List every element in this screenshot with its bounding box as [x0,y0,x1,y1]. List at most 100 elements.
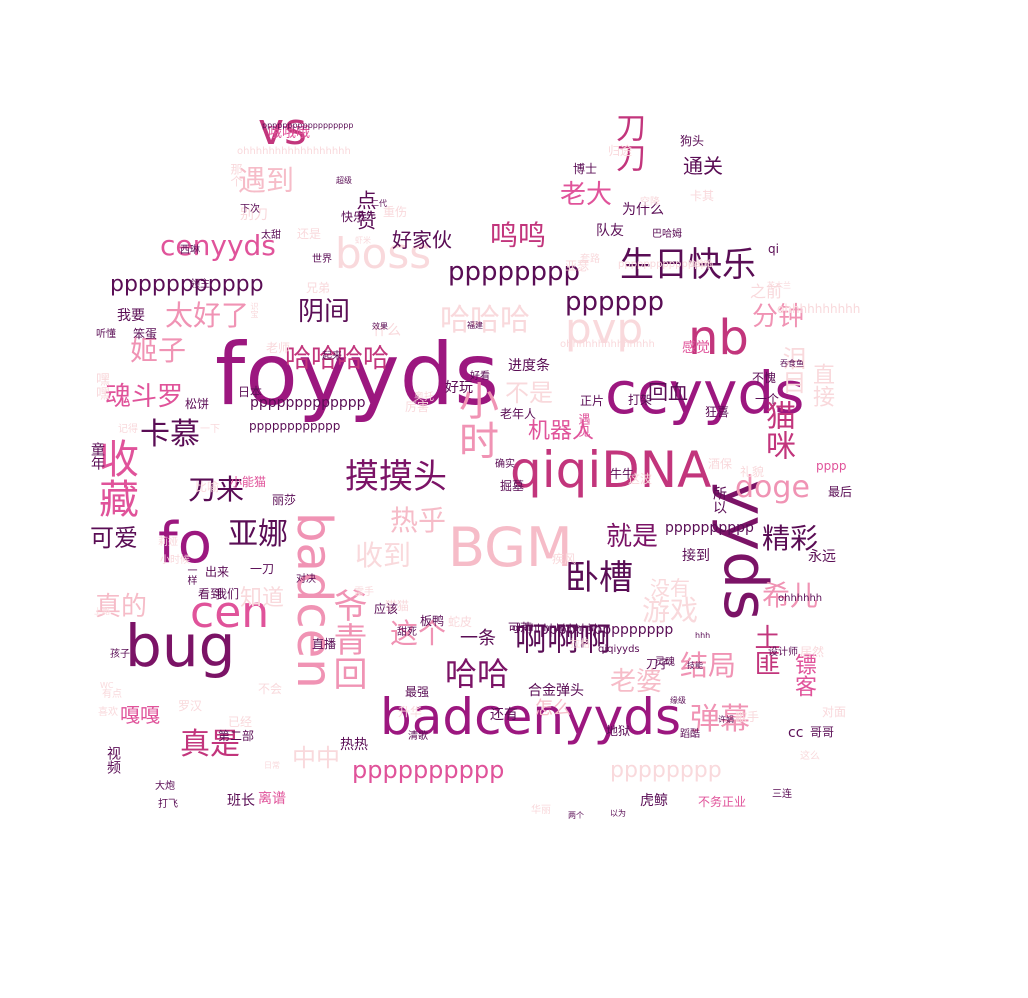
word-155: ppppppppppppppp [540,622,674,638]
word-17: 啊啊啊 [515,620,612,658]
word-190: 哈哈哈 [688,259,712,268]
word-116: 丽莎 [272,493,297,507]
word-66: 点赞 [353,190,377,230]
word-161: 还是 [297,227,322,241]
word-215: 上路 [94,607,110,616]
word-166: 对决 [296,574,316,585]
word-23: 猫咪 [760,400,795,460]
word-31: 卡慕 [140,417,200,452]
word-44: 真的 [95,592,148,622]
word-135: 设计师 [768,647,798,658]
word-86: 视频 [105,746,121,774]
word-154: pppppppppppp [249,419,341,433]
word-117: 我们 [215,587,240,601]
word-6: boss [335,229,432,278]
word-169: 拉格 [570,639,590,650]
word-18: 哈哈哈哈 [285,344,390,374]
word-142: 歌手 [735,710,760,724]
word-60: 好家伙 [392,228,452,252]
word-10: fo [158,511,212,576]
word-67: 小时 [452,380,498,460]
word-22: 收藏 [92,438,138,518]
word-197: 虾米 [355,236,371,245]
word-174: 确实 [495,459,515,470]
word-35: 结局 [680,649,737,682]
word-113: 打架 [628,393,653,407]
word-96: 虎鲸 [640,793,668,809]
word-91: 遇见 [577,413,591,437]
word-184: 一样 [185,565,196,585]
word-205: 华丽 [531,805,551,816]
word-121: 最强 [405,685,430,699]
word-147: 重伤 [383,205,408,219]
word-163: 一下 [200,424,220,435]
word-186: 罗汉 [178,699,203,713]
word-94: 蛇皮 [448,615,473,629]
word-109: 疾风 [552,552,577,566]
word-104: 队友 [596,223,624,239]
word-20: 哈哈 [445,655,510,693]
word-83: 永远 [808,549,836,565]
word-178: 比喻 [195,480,220,494]
word-183: 清歌 [408,731,428,742]
word-168: 甜死 [397,627,417,638]
word-134: 不愧 [752,371,777,385]
word-45: 遇到 [238,164,295,197]
word-9: pvp [565,304,644,353]
word-54: 泪目 [778,346,806,394]
word-201: 领主 [190,279,210,290]
word-188: 巴哈姆 [652,229,682,240]
word-3: bug [125,612,236,680]
word-5: qiqiDNA [510,441,712,499]
word-32: 精彩 [762,522,819,555]
word-118: 出来 [205,565,230,579]
word-112: 感觉 [682,340,710,356]
word-77: cc [788,725,804,741]
word-146: 别刀 [240,207,268,223]
word-158: 亚瑟 [565,259,590,273]
word-55: 直接 [809,363,834,407]
word-68: 刀刀 [610,112,645,172]
word-24: pppppppp [448,257,581,287]
word-157: 奥托 [414,392,434,403]
word-175: 松饼 [185,397,210,411]
word-53: 分钟 [752,302,805,332]
word-150: 起来 [322,351,342,362]
word-92: 猫猫 [385,599,410,613]
word-99: 班长 [227,793,255,809]
word-12: badcen [286,512,342,689]
word-211: hhh [695,631,711,640]
word-160: 所以 [711,486,727,514]
word-198: 效果 [372,322,388,331]
word-173: 掘墓 [500,479,525,493]
word-207: 蹈酷 [680,729,700,740]
word-16: 摸摸头 [345,457,447,497]
word-36: 真是 [180,727,240,762]
word-145: 那个 [229,163,243,187]
word-130: 最后 [828,485,853,499]
word-141: 地狱 [606,724,631,738]
word-179: 已经 [228,715,253,729]
word-7: yyds [710,480,780,621]
word-138: 对面 [822,705,847,719]
word-115: 看到 [198,587,223,601]
word-0: foyyds [215,325,500,425]
word-76: 什么 [373,323,401,339]
word-41: 姬子 [130,334,187,367]
word-57: 不是 [505,379,553,407]
word-171: 空降 [640,197,660,208]
word-75: ohhhhhhhhhh [777,302,861,316]
word-120: 升华 [398,705,423,719]
word-58: 机器人 [528,419,595,444]
word-90: 直播 [312,637,337,651]
word-85: 哦哦哦 [268,125,310,141]
word-200: 福建 [467,321,483,330]
word-187: 好玩 [445,380,473,396]
word-132: 狂喜 [705,405,730,419]
word-102: 哥哥 [810,725,835,739]
word-192: 吞食鱼 [780,359,804,368]
word-196: 超级 [336,176,352,185]
word-191: 套路 [580,254,600,265]
word-165: 一刀 [250,562,275,576]
